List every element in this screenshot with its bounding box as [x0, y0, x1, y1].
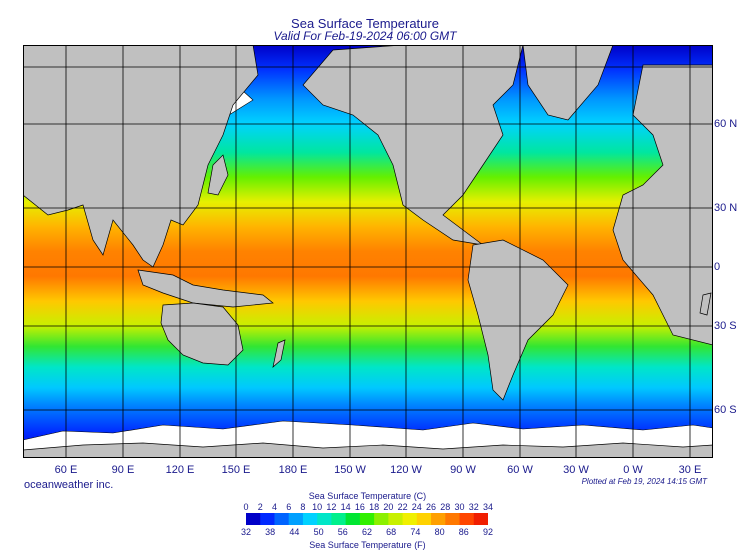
colorbar-tick-f: 50 — [313, 527, 324, 537]
south-america — [467, 239, 569, 401]
lon-label: 90 W — [450, 464, 476, 476]
colorbar-swatch — [388, 513, 404, 525]
lon-label: 150 W — [334, 464, 366, 476]
colorbar-swatch — [445, 513, 461, 525]
credit-text: oceanweather inc. — [24, 479, 114, 491]
colorbar-swatch — [288, 513, 304, 525]
lat-label: 30 S — [714, 320, 737, 332]
lon-label: 30 W — [563, 464, 589, 476]
page-title: Sea Surface Temperature — [291, 16, 439, 31]
colorbar-swatch — [274, 513, 290, 525]
lon-label: 60 E — [54, 464, 78, 476]
colorbar-swatch — [317, 513, 332, 525]
colorbar-tick-c: 20 — [383, 502, 394, 512]
colorbar-swatch — [416, 513, 432, 525]
colorbar-tick-f: 92 — [482, 527, 494, 537]
madagascar — [699, 292, 712, 316]
colorbar-tick-c: 12 — [326, 502, 337, 512]
colorbar-swatch — [246, 513, 261, 525]
graticule — [23, 45, 713, 458]
colorbar-tick-f: 32 — [240, 527, 252, 537]
lon-label: 120 W — [390, 464, 422, 476]
colorbar-tick-c: 30 — [454, 502, 465, 512]
colorbar-swatch — [431, 513, 446, 525]
japan — [207, 154, 229, 196]
colorbar-tick-f: 38 — [265, 527, 276, 537]
colorbar-tick-c: 16 — [354, 502, 365, 512]
colorbar-tick-f: 44 — [289, 527, 300, 537]
lat-label: 60 N — [714, 118, 738, 130]
colorbar-tick-c: 4 — [271, 502, 277, 512]
colorbar-tick-c: 6 — [286, 502, 292, 512]
lon-label: 0 W — [623, 464, 643, 476]
colorbar-swatch — [302, 513, 318, 525]
indonesia — [137, 269, 274, 308]
new-zealand — [272, 339, 286, 368]
colorbar-tick-f: 74 — [410, 527, 421, 537]
colorbar-tick-c: 0 — [243, 502, 249, 512]
valid-time: Valid For Feb-19-2024 06:00 GMT — [273, 29, 457, 43]
colorbar-swatch — [260, 513, 275, 525]
colorbar-tick-f: 86 — [458, 527, 469, 537]
colorbar-tick-f: 80 — [434, 527, 445, 537]
colorbar-tick-c: 28 — [440, 502, 451, 512]
colorbar-swatch — [374, 513, 389, 525]
colorbar-swatch — [345, 513, 361, 525]
colorbar-tick-c: 34 — [482, 502, 494, 512]
colorbar-swatch — [331, 513, 347, 525]
lon-label: 120 E — [165, 464, 195, 476]
africa-europe — [612, 64, 713, 346]
australia — [160, 302, 244, 366]
north-america — [302, 45, 524, 246]
lon-label: 180 E — [278, 464, 308, 476]
lat-label: 30 N — [714, 202, 738, 214]
lon-label: 60 W — [507, 464, 533, 476]
lon-label: 30 E — [678, 464, 702, 476]
lon-label: 150 E — [221, 464, 251, 476]
greenland — [522, 45, 614, 121]
antarctica — [23, 442, 713, 458]
lon-label: 90 E — [111, 464, 135, 476]
colorbar-tick-c: 2 — [257, 502, 263, 512]
colorbar-tick-f: 62 — [361, 527, 373, 537]
colorbar-title-fahrenheit: Sea Surface Temperature (F) — [309, 540, 426, 550]
colorbar — [246, 513, 488, 525]
lat-label: 0 — [714, 261, 721, 273]
colorbar-tick-c: 22 — [397, 502, 408, 512]
colorbar-swatch — [459, 513, 475, 525]
colorbar-tick-c: 14 — [340, 502, 351, 512]
colorbar-tick-c: 8 — [300, 502, 306, 512]
colorbar-tick-c: 24 — [411, 502, 422, 512]
lat-label: 60 S — [714, 404, 737, 416]
colorbar-tick-c: 26 — [426, 502, 437, 512]
plotted-time: Plotted at Feb 19, 2024 14:15 GMT — [581, 477, 707, 486]
sst-map — [23, 45, 713, 458]
colorbar-swatch — [402, 513, 418, 525]
colorbar-swatch — [359, 513, 375, 525]
colorbar-tick-f: 68 — [386, 527, 397, 537]
colorbar-swatch — [473, 513, 488, 525]
colorbar-tick-c: 32 — [468, 502, 479, 512]
colorbar-tick-c: 10 — [312, 502, 323, 512]
colorbar-tick-c: 18 — [369, 502, 380, 512]
colorbar-tick-f: 56 — [337, 527, 348, 537]
colorbar-title-celsius: Sea Surface Temperature (C) — [308, 491, 427, 501]
